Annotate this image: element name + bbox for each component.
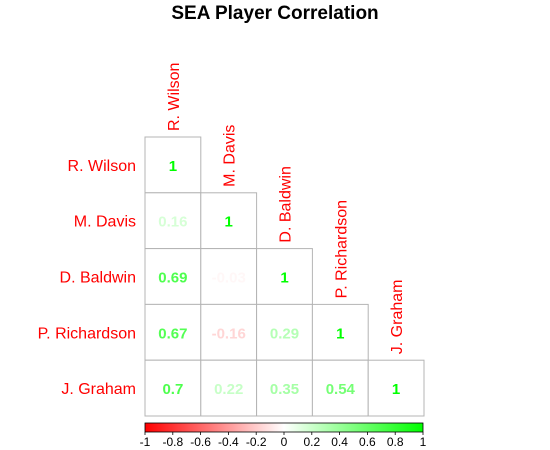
heatmap-cell xyxy=(144,303,202,361)
cell-value: 1 xyxy=(280,270,288,287)
cell-value: 1 xyxy=(392,381,400,398)
column-label: J. Graham xyxy=(389,280,406,355)
cell-value: 0.54 xyxy=(326,381,356,398)
cell-value: 1 xyxy=(336,325,344,342)
heatmap-cell xyxy=(144,192,202,250)
cell-value: -0.16 xyxy=(212,325,246,342)
heatmap-cell xyxy=(311,359,369,417)
color-legend-tick-label: 0.4 xyxy=(331,435,348,449)
cell-value: 0.67 xyxy=(158,325,187,342)
color-legend-tick-label: -0.4 xyxy=(218,435,239,449)
row-label: R. Wilson xyxy=(68,158,136,175)
column-label: R. Wilson xyxy=(166,63,183,131)
color-legend-tick-label: 0.6 xyxy=(359,435,376,449)
heatmap-cell xyxy=(144,136,202,194)
color-legend-tick-label: 0 xyxy=(281,435,288,449)
cell-value: 1 xyxy=(225,214,233,231)
cell-value: 0.16 xyxy=(158,214,187,231)
cell-value: 0.69 xyxy=(158,270,187,287)
row-label: D. Baldwin xyxy=(60,270,136,287)
cell-value: 0.35 xyxy=(270,381,299,398)
color-legend-tick-label: -0.6 xyxy=(190,435,211,449)
row-label: P. Richardson xyxy=(38,325,136,342)
column-label: D. Baldwin xyxy=(278,166,295,242)
row-label: M. Davis xyxy=(74,214,136,231)
column-labels: R. Wilson M. Davis D. Baldwin P. Richardson… xyxy=(166,63,406,355)
column-label: M. Davis xyxy=(222,125,239,187)
color-legend-bar xyxy=(144,422,424,433)
heatmap-cell xyxy=(256,248,313,305)
row-label: J. Graham xyxy=(61,381,136,398)
heatmap-cell xyxy=(200,192,258,250)
color-legend: -1 -0.8 -0.6 -0.4 -0.2 0 0.2 0.4 0.6 0.8 1 xyxy=(140,422,427,449)
cell-value: 1 xyxy=(169,158,177,175)
heatmap-cells: 1 0.16 1 0.69 -0.03 1 0.67 -0.16 0.29 1 0.7 0.22 0.3… xyxy=(144,136,425,417)
color-legend-tick-label: -0.8 xyxy=(162,435,183,449)
cell-value: 0.22 xyxy=(214,381,243,398)
color-legend-tick-label: 0.8 xyxy=(387,435,404,449)
column-label: P. Richardson xyxy=(333,200,350,298)
cell-value: 0.29 xyxy=(270,325,299,342)
heatmap-cell xyxy=(144,248,202,305)
chart-title: SEA Player Correlation xyxy=(171,3,378,24)
cell-value: 0.7 xyxy=(162,381,183,398)
heatmap-cell xyxy=(367,359,425,417)
color-legend-tick-label: 1 xyxy=(420,435,427,449)
heatmap-cell xyxy=(311,303,369,361)
heatmap-cell xyxy=(144,359,202,417)
color-legend-tick-label: -1 xyxy=(140,435,151,449)
color-legend-tick-label: -0.2 xyxy=(246,435,267,449)
heatmap-cell xyxy=(200,248,258,305)
color-legend-tick-label: 0.2 xyxy=(303,435,320,449)
cell-value: -0.03 xyxy=(212,270,246,287)
heatmap-cell xyxy=(200,303,258,361)
row-labels: R. Wilson M. Davis D. Baldwin P. Richardson… xyxy=(38,158,136,398)
